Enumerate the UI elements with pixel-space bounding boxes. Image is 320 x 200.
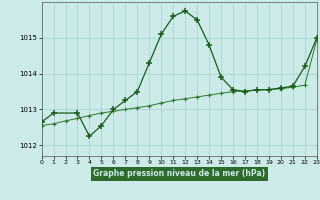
X-axis label: Graphe pression niveau de la mer (hPa): Graphe pression niveau de la mer (hPa)	[93, 169, 265, 178]
